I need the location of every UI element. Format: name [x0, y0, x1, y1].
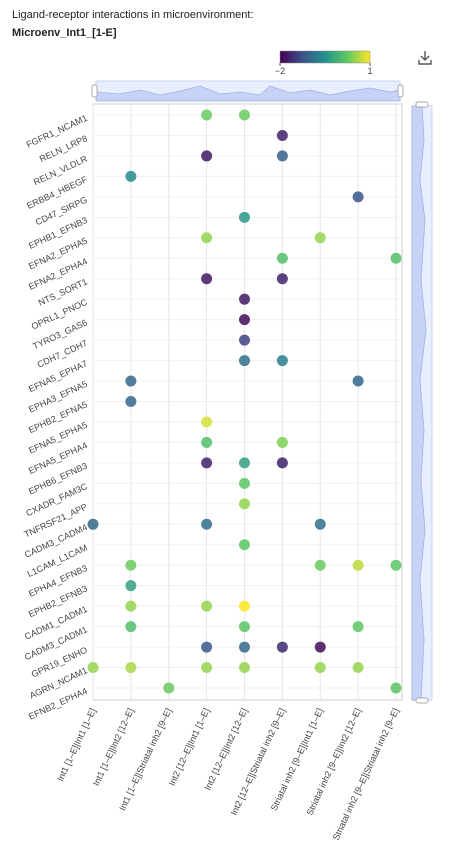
dot — [276, 273, 288, 285]
dot — [87, 518, 99, 530]
dot — [201, 600, 213, 612]
dot — [239, 621, 250, 633]
dot — [201, 232, 213, 244]
dot — [201, 109, 213, 121]
colorbar-tick-label: −2 — [275, 66, 285, 76]
dot — [239, 314, 250, 326]
dot — [163, 682, 175, 694]
dot — [352, 191, 364, 203]
dot — [352, 621, 364, 633]
x-tick-label: Int1 [1–E]|Int1 [1–E] — [55, 707, 98, 783]
dot — [276, 355, 288, 367]
colorbar — [279, 50, 371, 64]
dot — [201, 436, 213, 448]
dot — [125, 600, 137, 612]
dot — [125, 621, 137, 633]
dot — [314, 559, 326, 571]
dot — [239, 498, 250, 510]
dot — [125, 559, 137, 571]
dot — [352, 375, 364, 387]
dot — [276, 436, 288, 448]
dot — [239, 600, 250, 612]
dot — [125, 662, 137, 674]
dot — [390, 682, 402, 694]
y-range-slider[interactable] — [411, 101, 433, 704]
dot — [201, 518, 213, 530]
dot — [314, 641, 326, 653]
dot — [239, 211, 250, 223]
dot — [314, 518, 326, 530]
x-tick-label: Striatal inh2 [9–E]|Striatal inh2 [9–E] — [331, 707, 401, 842]
dot — [239, 641, 250, 653]
chart-subtitle: Microenv_Int1_[1-E] — [12, 27, 117, 39]
dot — [201, 416, 213, 428]
dot — [276, 150, 288, 162]
dot — [390, 559, 402, 571]
dot — [276, 252, 288, 264]
dot — [87, 662, 99, 674]
dot — [239, 109, 250, 121]
dot — [239, 334, 250, 346]
dot — [390, 252, 402, 264]
dot — [125, 396, 137, 407]
dot — [125, 375, 137, 387]
dot — [201, 662, 213, 674]
dot — [314, 232, 326, 244]
download-button[interactable] — [418, 51, 432, 65]
x-tick-label: Int2 [12–E]|Int1 [1–E] — [167, 707, 212, 788]
dot — [239, 293, 250, 305]
dot — [239, 477, 250, 489]
dot — [239, 457, 250, 469]
dot — [239, 355, 250, 367]
dot — [239, 662, 250, 674]
dot — [201, 273, 213, 285]
dot — [125, 170, 137, 182]
dot — [314, 662, 326, 674]
chart-title: Ligand-receptor interactions in microenv… — [12, 9, 254, 21]
dot — [352, 559, 364, 571]
colorbar-tick-label: 1 — [367, 66, 372, 76]
dot — [201, 457, 213, 469]
dot — [239, 539, 250, 551]
dot — [276, 457, 288, 469]
dot — [276, 129, 288, 141]
dot — [352, 662, 364, 674]
x-range-slider[interactable] — [91, 80, 404, 102]
dot — [125, 580, 137, 592]
x-tick-label: Int2 [12–E]|Int2 [12–E] — [202, 707, 249, 792]
dot — [201, 641, 213, 653]
dot — [276, 641, 288, 653]
x-tick-label: Int1 [1–E]|Int2 [12–E] — [91, 707, 136, 788]
dot — [201, 150, 213, 162]
